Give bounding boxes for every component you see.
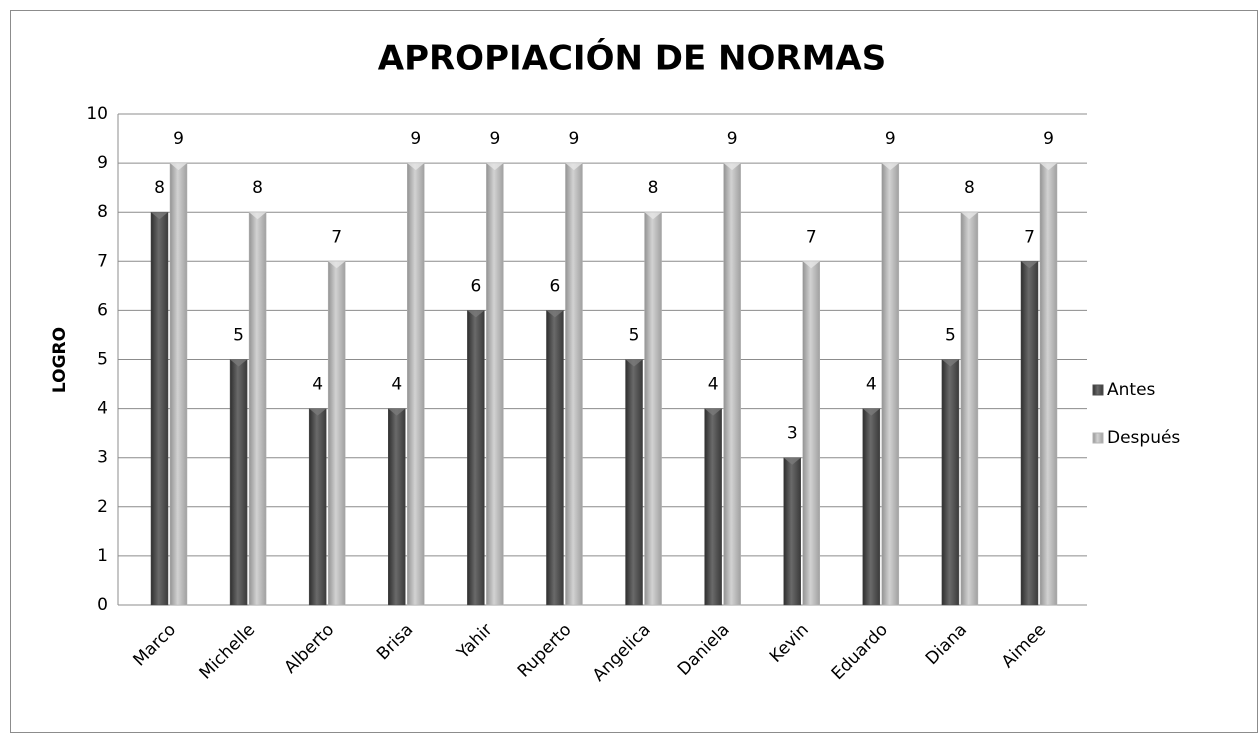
bar	[308, 408, 327, 606]
bar-cap	[486, 163, 504, 171]
data-label: 4	[708, 375, 719, 395]
bar	[625, 359, 643, 606]
bar	[881, 162, 900, 606]
data-label: 9	[885, 129, 896, 149]
bar	[407, 162, 425, 606]
data-label: 9	[569, 129, 580, 149]
bar	[486, 162, 504, 606]
bar	[783, 457, 801, 606]
y-tick-label: 6	[97, 300, 108, 320]
y-tick-label: 2	[97, 497, 108, 517]
legend-swatch	[1092, 384, 1104, 396]
bar-cap	[328, 261, 346, 269]
bar-cap	[388, 408, 406, 416]
y-tick-label: 1	[97, 546, 108, 566]
data-label: 5	[233, 326, 244, 346]
bar	[467, 310, 485, 606]
legend-label: Antes	[1107, 380, 1156, 400]
data-label: 3	[787, 424, 798, 444]
data-label: 6	[470, 276, 481, 296]
y-tick-label: 0	[97, 595, 108, 615]
bar-cap	[644, 212, 662, 220]
bar-cap	[881, 163, 899, 171]
bar-cap	[565, 163, 583, 171]
data-label: 6	[550, 276, 561, 296]
data-label: 7	[806, 227, 817, 247]
bar-cap	[230, 359, 248, 367]
bar-cap	[407, 163, 425, 171]
y-tick-label: 7	[97, 251, 108, 271]
bar-cap	[802, 261, 820, 269]
bar	[1020, 261, 1039, 606]
bar	[248, 211, 267, 606]
bar	[327, 261, 346, 606]
y-tick-label: 10	[86, 104, 108, 124]
bar	[565, 162, 583, 606]
chart-title: APROPIACIÓN DE NORMAS	[378, 38, 886, 79]
bar	[960, 211, 979, 606]
y-tick-label: 5	[97, 350, 108, 370]
legend-swatch	[1092, 432, 1104, 444]
legend-label: Después	[1107, 428, 1180, 448]
data-label: 9	[173, 129, 184, 149]
y-tick-label: 3	[97, 448, 108, 468]
data-label: 9	[727, 129, 738, 149]
y-tick-label: 4	[97, 399, 108, 419]
bar	[704, 408, 722, 606]
bar	[723, 162, 741, 606]
bar-cap	[467, 310, 485, 318]
bar	[802, 261, 820, 606]
bar	[150, 211, 169, 606]
data-label: 8	[154, 178, 165, 198]
bar-cap	[783, 457, 801, 465]
data-label: 9	[1043, 129, 1054, 149]
bar	[862, 408, 881, 606]
data-label: 9	[410, 129, 421, 149]
y-tick-label: 9	[97, 153, 108, 173]
bar-cap	[151, 212, 168, 220]
data-label: 4	[866, 375, 877, 395]
data-label: 5	[629, 326, 640, 346]
bar	[1039, 162, 1058, 606]
data-label: 5	[945, 326, 956, 346]
bar-cap	[249, 212, 267, 220]
data-label: 8	[964, 178, 975, 198]
bar-cap	[862, 408, 880, 416]
data-label: 8	[648, 178, 659, 198]
bar	[644, 211, 662, 606]
bar-cap	[1040, 163, 1057, 171]
bar-cap	[704, 408, 722, 416]
bar	[169, 162, 188, 606]
bar-cap	[625, 359, 643, 367]
data-label: 7	[331, 227, 342, 247]
bar-cap	[941, 359, 959, 367]
y-axis-label: LOGRO	[50, 327, 70, 393]
bar	[941, 359, 960, 606]
bar-cap	[546, 310, 564, 318]
bar	[546, 310, 564, 606]
bar	[388, 408, 406, 606]
bar-cap	[309, 408, 327, 416]
bar-cap	[170, 163, 187, 171]
bar-cap	[723, 163, 741, 171]
y-tick-label: 8	[97, 202, 108, 222]
bar	[229, 359, 248, 606]
data-label: 4	[391, 375, 402, 395]
data-label: 9	[489, 129, 500, 149]
data-label: 7	[1024, 227, 1035, 247]
data-label: 4	[312, 375, 323, 395]
bar-cap	[1021, 261, 1038, 269]
bar-cap	[960, 212, 978, 220]
data-label: 8	[252, 178, 263, 198]
